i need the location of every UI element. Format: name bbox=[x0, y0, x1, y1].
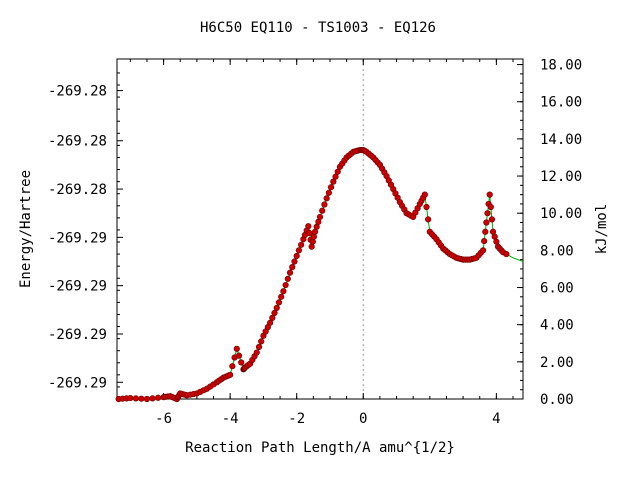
data-point bbox=[233, 345, 240, 352]
data-point bbox=[309, 238, 316, 245]
data-point bbox=[291, 258, 298, 265]
data-point bbox=[316, 213, 324, 221]
data-point bbox=[327, 184, 335, 191]
data-point bbox=[483, 219, 490, 226]
data-point bbox=[481, 237, 488, 245]
data-point bbox=[484, 210, 491, 217]
right-tick-label: 8.00 bbox=[540, 243, 574, 259]
data-point bbox=[238, 359, 245, 366]
left-axis-label: Energy/Hartree bbox=[18, 170, 34, 288]
series-line bbox=[118, 149, 524, 400]
x-axis-label: Reaction Path Length/A amu^{1/2} bbox=[185, 440, 455, 456]
right-axis: 0.00 2.00 4.00 6.00 8.00 10.00 12.00 14.00 16.00… bbox=[517, 58, 582, 408]
data-point bbox=[293, 252, 300, 260]
data-point bbox=[482, 228, 489, 235]
data-point bbox=[321, 201, 328, 208]
x-tick-label: 0 bbox=[359, 411, 367, 427]
data-point bbox=[286, 269, 294, 276]
left-tick-label: -269.29 bbox=[48, 375, 107, 391]
data-point bbox=[305, 223, 312, 230]
data-point bbox=[425, 216, 432, 223]
left-tick-label: -269.28 bbox=[48, 182, 107, 198]
data-point bbox=[280, 288, 287, 295]
data-point bbox=[487, 203, 494, 211]
data-point bbox=[310, 233, 317, 240]
data-point bbox=[479, 247, 487, 254]
data-point bbox=[421, 191, 428, 198]
data-point bbox=[275, 299, 283, 306]
data-point bbox=[325, 189, 332, 196]
data-point bbox=[284, 275, 291, 282]
left-tick-label: -269.29 bbox=[48, 230, 107, 246]
data-point bbox=[323, 195, 330, 202]
right-axis-label: kJ/mol bbox=[594, 204, 610, 255]
data-point bbox=[154, 394, 162, 401]
right-tick-label: 6.00 bbox=[540, 281, 574, 297]
left-axis: -269.29 -269.29 -269.29 -269.29 -269.28 -269.… bbox=[48, 72, 123, 400]
right-tick-label: 12.00 bbox=[540, 169, 582, 185]
right-tick-label: 0.00 bbox=[540, 392, 574, 408]
right-tick-label: 18.00 bbox=[540, 58, 582, 74]
data-point bbox=[503, 250, 510, 258]
data-point bbox=[289, 263, 296, 271]
left-tick-label: -269.28 bbox=[48, 134, 107, 150]
data-point bbox=[138, 395, 145, 402]
right-tick-label: 10.00 bbox=[540, 206, 582, 222]
left-tick-label: -269.29 bbox=[48, 327, 107, 343]
data-point bbox=[253, 349, 260, 356]
right-tick-label: 4.00 bbox=[540, 318, 574, 334]
x-axis: -6 -4 -2 0 4 bbox=[129, 59, 514, 427]
data-point bbox=[149, 395, 156, 402]
data-point bbox=[132, 395, 139, 402]
chart-title: H6C50 EQ110 - TS1003 - EQ126 bbox=[200, 20, 436, 36]
x-tick-label: -6 bbox=[155, 411, 172, 427]
data-point bbox=[258, 338, 265, 345]
plot-frame bbox=[116, 58, 524, 400]
right-tick-label: 14.00 bbox=[540, 132, 582, 148]
data-point bbox=[295, 247, 303, 254]
data-point bbox=[308, 243, 315, 250]
left-tick-label: -269.29 bbox=[48, 279, 107, 295]
data-point bbox=[278, 293, 285, 300]
data-point bbox=[488, 216, 496, 223]
data-point bbox=[319, 207, 326, 214]
x-tick-label: -2 bbox=[288, 411, 305, 427]
data-point bbox=[255, 343, 263, 351]
data-point bbox=[143, 395, 151, 403]
data-point bbox=[486, 191, 493, 198]
left-tick-label: -269.28 bbox=[48, 84, 107, 100]
data-point bbox=[298, 241, 305, 248]
data-point bbox=[423, 203, 430, 211]
right-tick-label: 2.00 bbox=[540, 355, 574, 371]
x-tick-label: 4 bbox=[492, 411, 500, 427]
series-energy-profile bbox=[115, 146, 524, 403]
right-tick-label: 16.00 bbox=[540, 95, 582, 111]
data-point bbox=[273, 304, 280, 312]
x-tick-label: -4 bbox=[222, 411, 239, 427]
data-point bbox=[282, 281, 289, 289]
data-point bbox=[229, 363, 236, 370]
data-point bbox=[235, 352, 243, 359]
data-point bbox=[227, 371, 234, 378]
data-point bbox=[127, 394, 134, 402]
